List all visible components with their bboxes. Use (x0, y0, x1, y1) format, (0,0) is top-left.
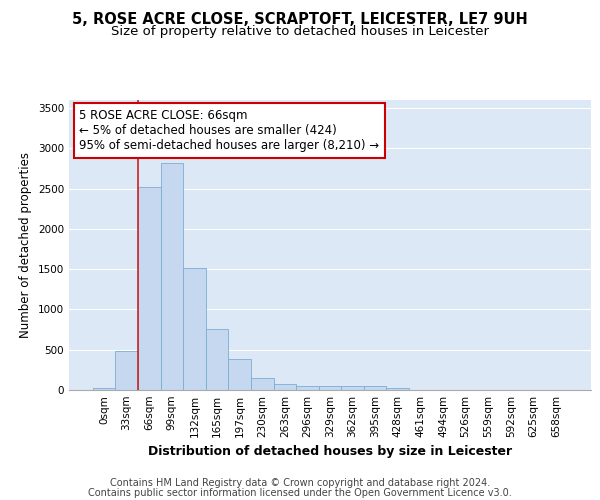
Text: Size of property relative to detached houses in Leicester: Size of property relative to detached ho… (111, 25, 489, 38)
Bar (93, 388, 115, 390)
Bar (183, 268, 206, 390)
Text: Contains public sector information licensed under the Open Government Licence v3: Contains public sector information licen… (88, 488, 512, 498)
Bar (319, 386, 341, 390)
Text: 5 ROSE ACRE CLOSE: 66sqm
← 5% of detached houses are smaller (424)
95% of semi-d: 5 ROSE ACRE CLOSE: 66sqm ← 5% of detache… (79, 108, 380, 152)
Bar (386, 388, 409, 390)
Bar (229, 358, 251, 390)
Bar (206, 329, 229, 390)
Text: Contains HM Land Registry data © Crown copyright and database right 2024.: Contains HM Land Registry data © Crown c… (110, 478, 490, 488)
Text: 5, ROSE ACRE CLOSE, SCRAPTOFT, LEICESTER, LE7 9UH: 5, ROSE ACRE CLOSE, SCRAPTOFT, LEICESTER… (72, 12, 528, 28)
Bar (341, 386, 364, 390)
Bar (138, 187, 161, 390)
X-axis label: Distribution of detached houses by size in Leicester: Distribution of detached houses by size … (148, 446, 512, 458)
Bar (251, 378, 274, 390)
Bar (364, 386, 386, 390)
Bar (115, 350, 138, 390)
Bar (161, 163, 183, 390)
Bar (274, 384, 296, 390)
Y-axis label: Number of detached properties: Number of detached properties (19, 152, 32, 338)
Bar (296, 386, 319, 390)
